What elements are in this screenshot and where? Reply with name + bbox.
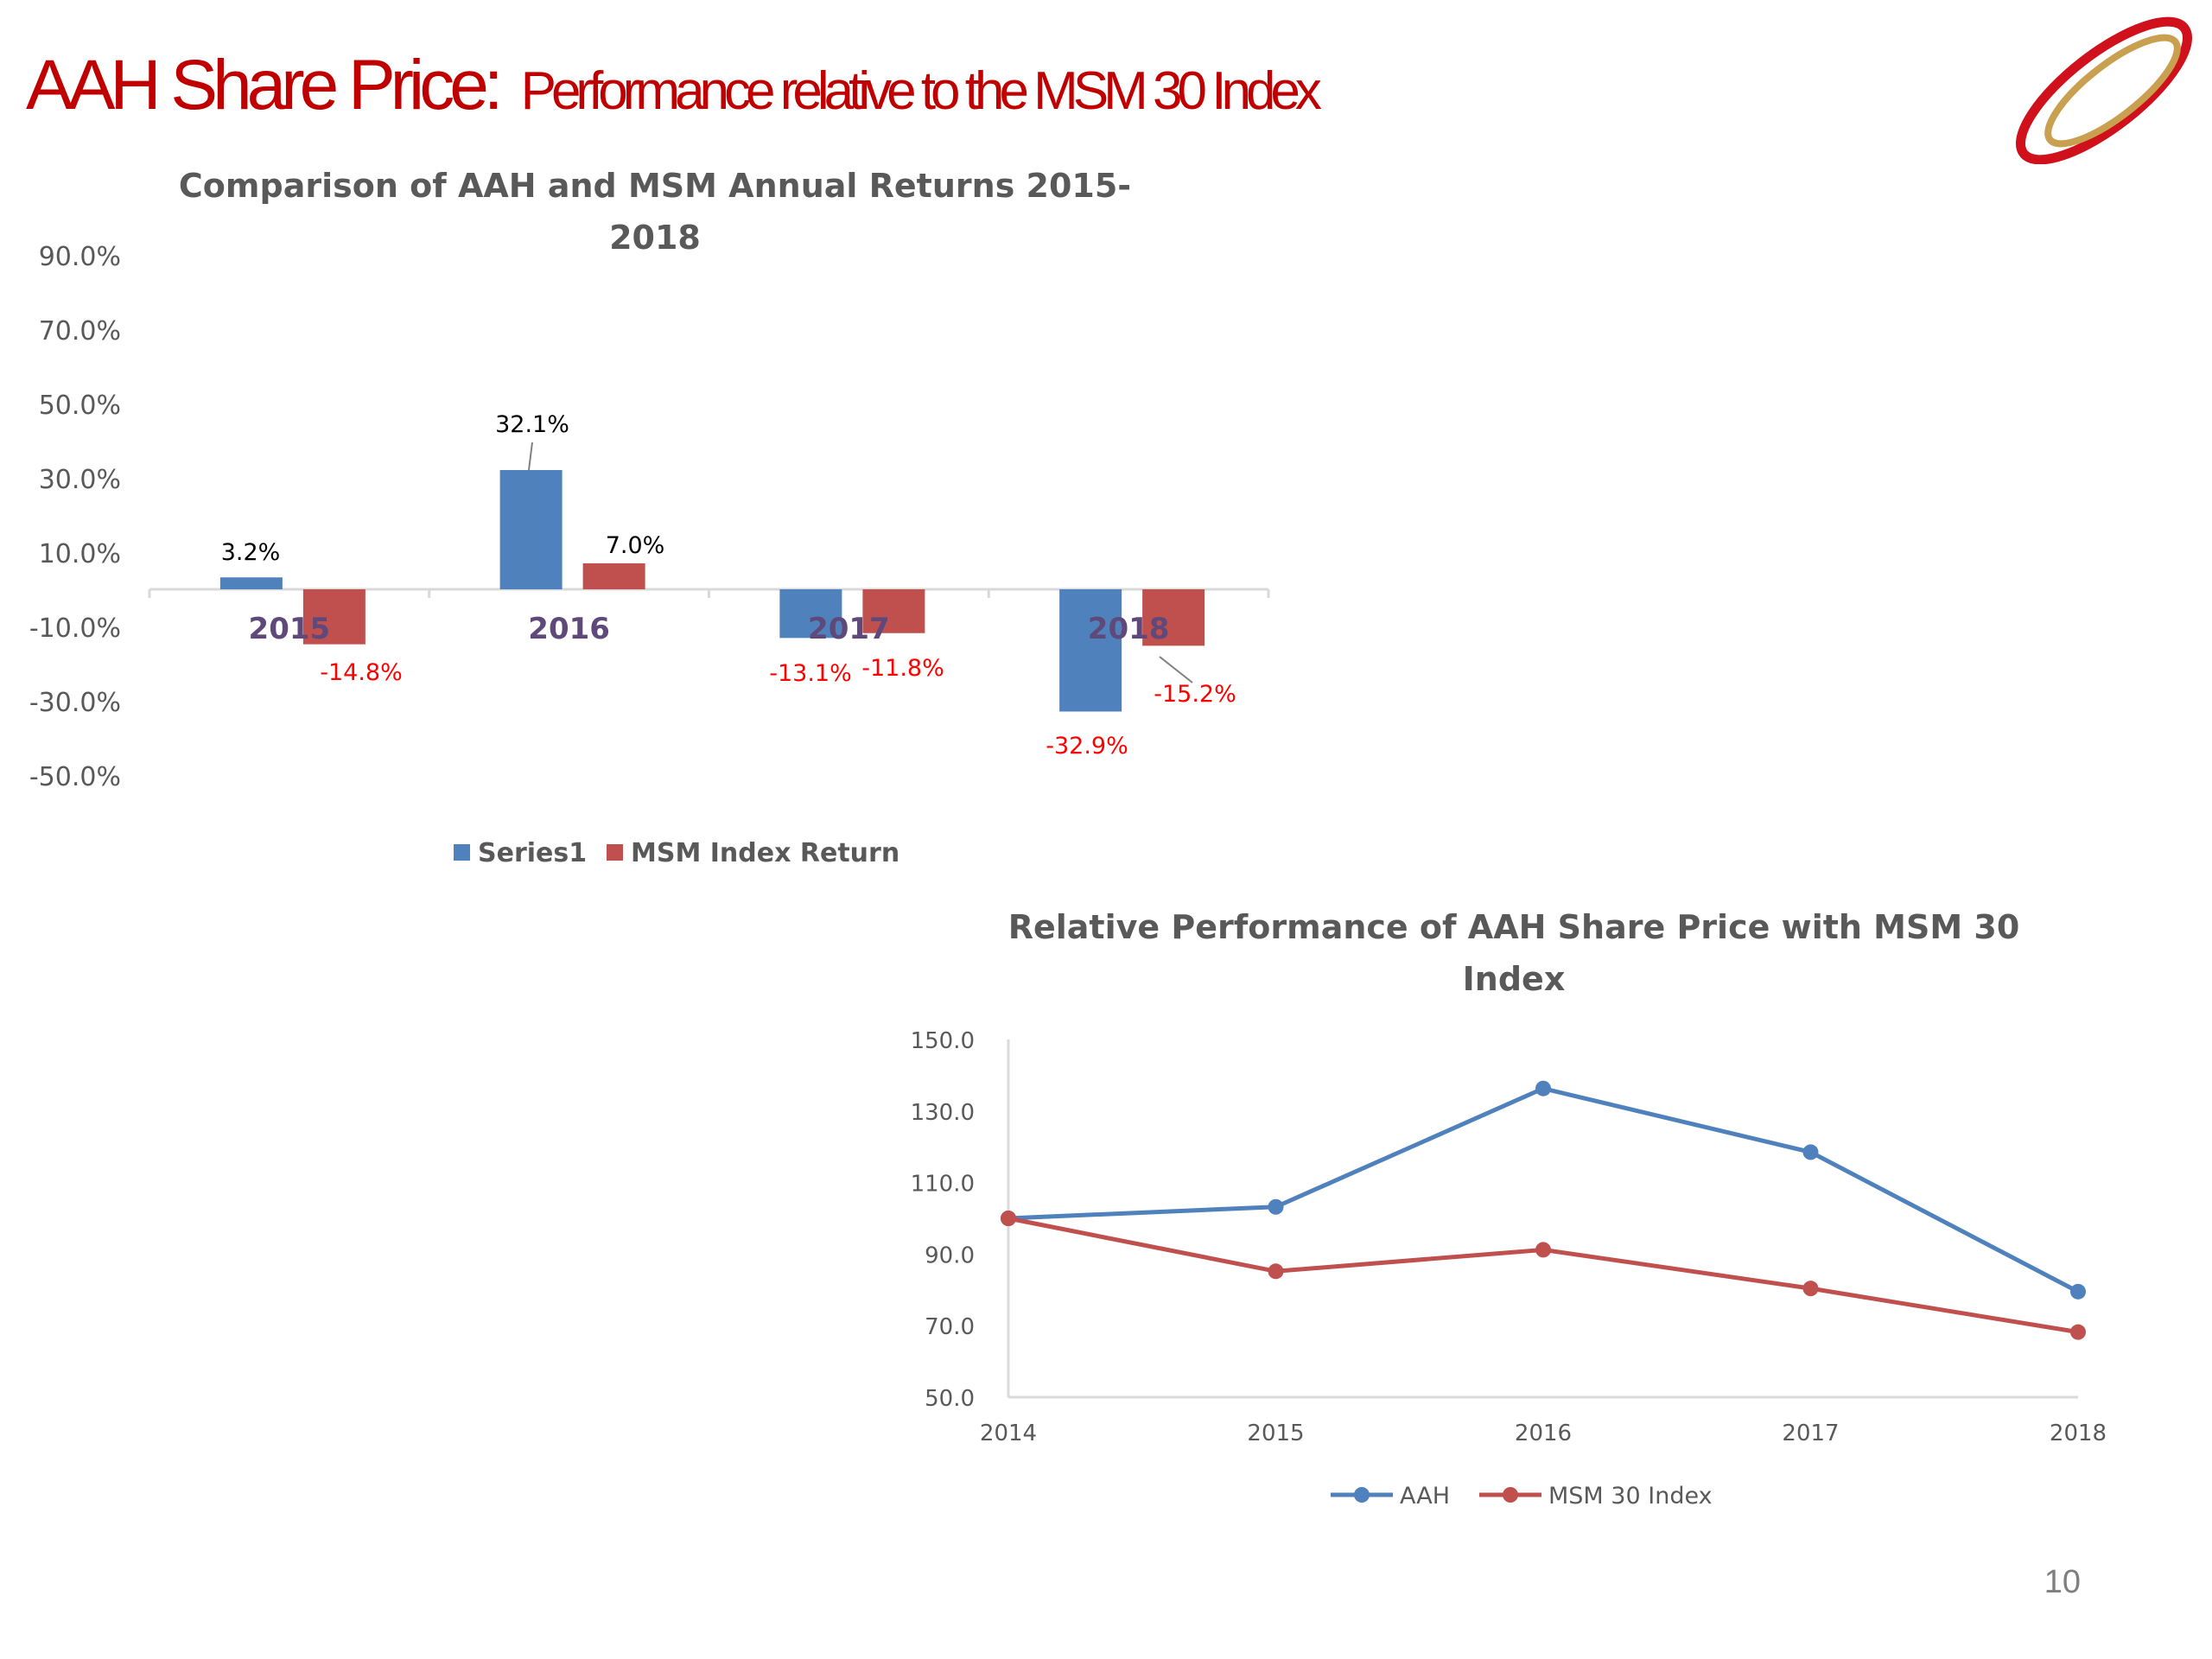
bar-msm-index-return (862, 589, 925, 633)
legend-label-msm-30-index: MSM 30 Index (1548, 1483, 1713, 1510)
bar-chart-y-tick-label: 30.0% (39, 465, 121, 495)
bar-data-label: 7.0% (606, 532, 665, 559)
slide-title-main: AAH Share Price: (26, 46, 504, 124)
bar-data-label: 32.1% (495, 411, 569, 438)
line-chart-y-tick-label: 50.0 (925, 1386, 975, 1412)
bar-chart-y-tick-label: -30.0% (29, 688, 121, 718)
data-point-msm-30-index (1802, 1281, 1819, 1297)
bar-data-label: -14.8% (320, 659, 403, 686)
legend-label-msm-index-return: MSM Index Return (631, 838, 899, 868)
bar-msm-index-return (1142, 589, 1205, 646)
bar-chart-y-tick-label: 10.0% (39, 539, 121, 569)
bar-series1 (1059, 589, 1122, 712)
line-chart-y-tick-label: 150.0 (911, 1028, 975, 1054)
line-chart-y-tick-label: 130.0 (911, 1100, 975, 1126)
legend-swatch-series1 (454, 844, 470, 861)
data-point-msm-30-index (1268, 1263, 1284, 1280)
leader-line (1159, 656, 1193, 683)
line-chart-x-tick-label: 2018 (2050, 1421, 2107, 1446)
bar-data-label: -13.1% (769, 660, 852, 687)
line-chart-title: Index (1463, 960, 1566, 998)
bar-chart-category-label: 2017 (808, 612, 890, 646)
bar-data-label: -15.2% (1154, 681, 1236, 708)
legend-swatch-msm-index-return (607, 844, 623, 861)
page-number: 10 (2044, 1564, 2081, 1600)
slide-title-sub: Performance relative to the MSM 30 Index (520, 61, 1322, 121)
line-chart-y-tick-label: 70.0 (925, 1314, 975, 1340)
bar-chart-category-label: 2016 (528, 612, 610, 646)
line-chart-x-tick-label: 2014 (980, 1421, 1037, 1446)
bar-chart-y-tick-label: 50.0% (39, 391, 121, 421)
line-chart-x-tick-label: 2017 (1782, 1421, 1839, 1446)
bar-data-label: -32.9% (1046, 733, 1128, 760)
bar-chart-y-tick-label: 70.0% (39, 316, 121, 346)
bar-msm-index-return (582, 563, 645, 589)
series-line-aah (1007, 1086, 2080, 1294)
line-chart-y-tick-label: 90.0 (925, 1243, 975, 1268)
data-point-aah (2070, 1283, 2086, 1300)
bar-series1 (779, 589, 842, 639)
bar-data-label: 3.2% (221, 539, 281, 566)
data-point-msm-30-index (1001, 1211, 1016, 1226)
data-point-msm-30-index (1535, 1242, 1551, 1258)
data-point-aah (1268, 1198, 1284, 1215)
line-chart-x-tick-label: 2016 (1515, 1421, 1572, 1446)
bar-data-label: -11.8% (861, 655, 944, 682)
bar-chart-title: Comparison of AAH and MSM Annual Returns… (179, 167, 1131, 205)
bar-chart-y-tick-label: 90.0% (39, 242, 121, 272)
bar-series1 (219, 577, 283, 589)
series-line-msm-30-index (1007, 1216, 2079, 1335)
legend-marker-aah (1354, 1487, 1370, 1503)
bar-chart-y-tick-label: -50.0% (29, 762, 121, 792)
line-chart-title: Relative Performance of AAH Share Price … (1008, 908, 2020, 946)
data-point-aah (1802, 1144, 1819, 1160)
line-chart-x-tick-label: 2015 (1247, 1421, 1304, 1446)
data-point-aah (1535, 1080, 1551, 1096)
legend-marker-msm-30-index (1503, 1487, 1518, 1503)
bar-msm-index-return (302, 589, 365, 645)
bar-series1 (499, 469, 563, 589)
company-logo (2015, 16, 2193, 164)
data-point-msm-30-index (2070, 1324, 2086, 1340)
bar-chart-category-label: 2018 (1088, 612, 1170, 646)
line-chart-y-tick-label: 110.0 (911, 1172, 975, 1198)
legend-label-series1: Series1 (478, 838, 587, 868)
bar-chart-category-label: 2015 (249, 612, 331, 646)
legend-label-aah: AAH (1400, 1483, 1450, 1510)
leader-line (528, 442, 533, 471)
bar-chart-y-tick-label: -10.0% (29, 613, 121, 644)
bar-chart-title: 2018 (609, 219, 701, 257)
slide-title: AAH Share Price: Performance relative to … (26, 45, 1322, 126)
